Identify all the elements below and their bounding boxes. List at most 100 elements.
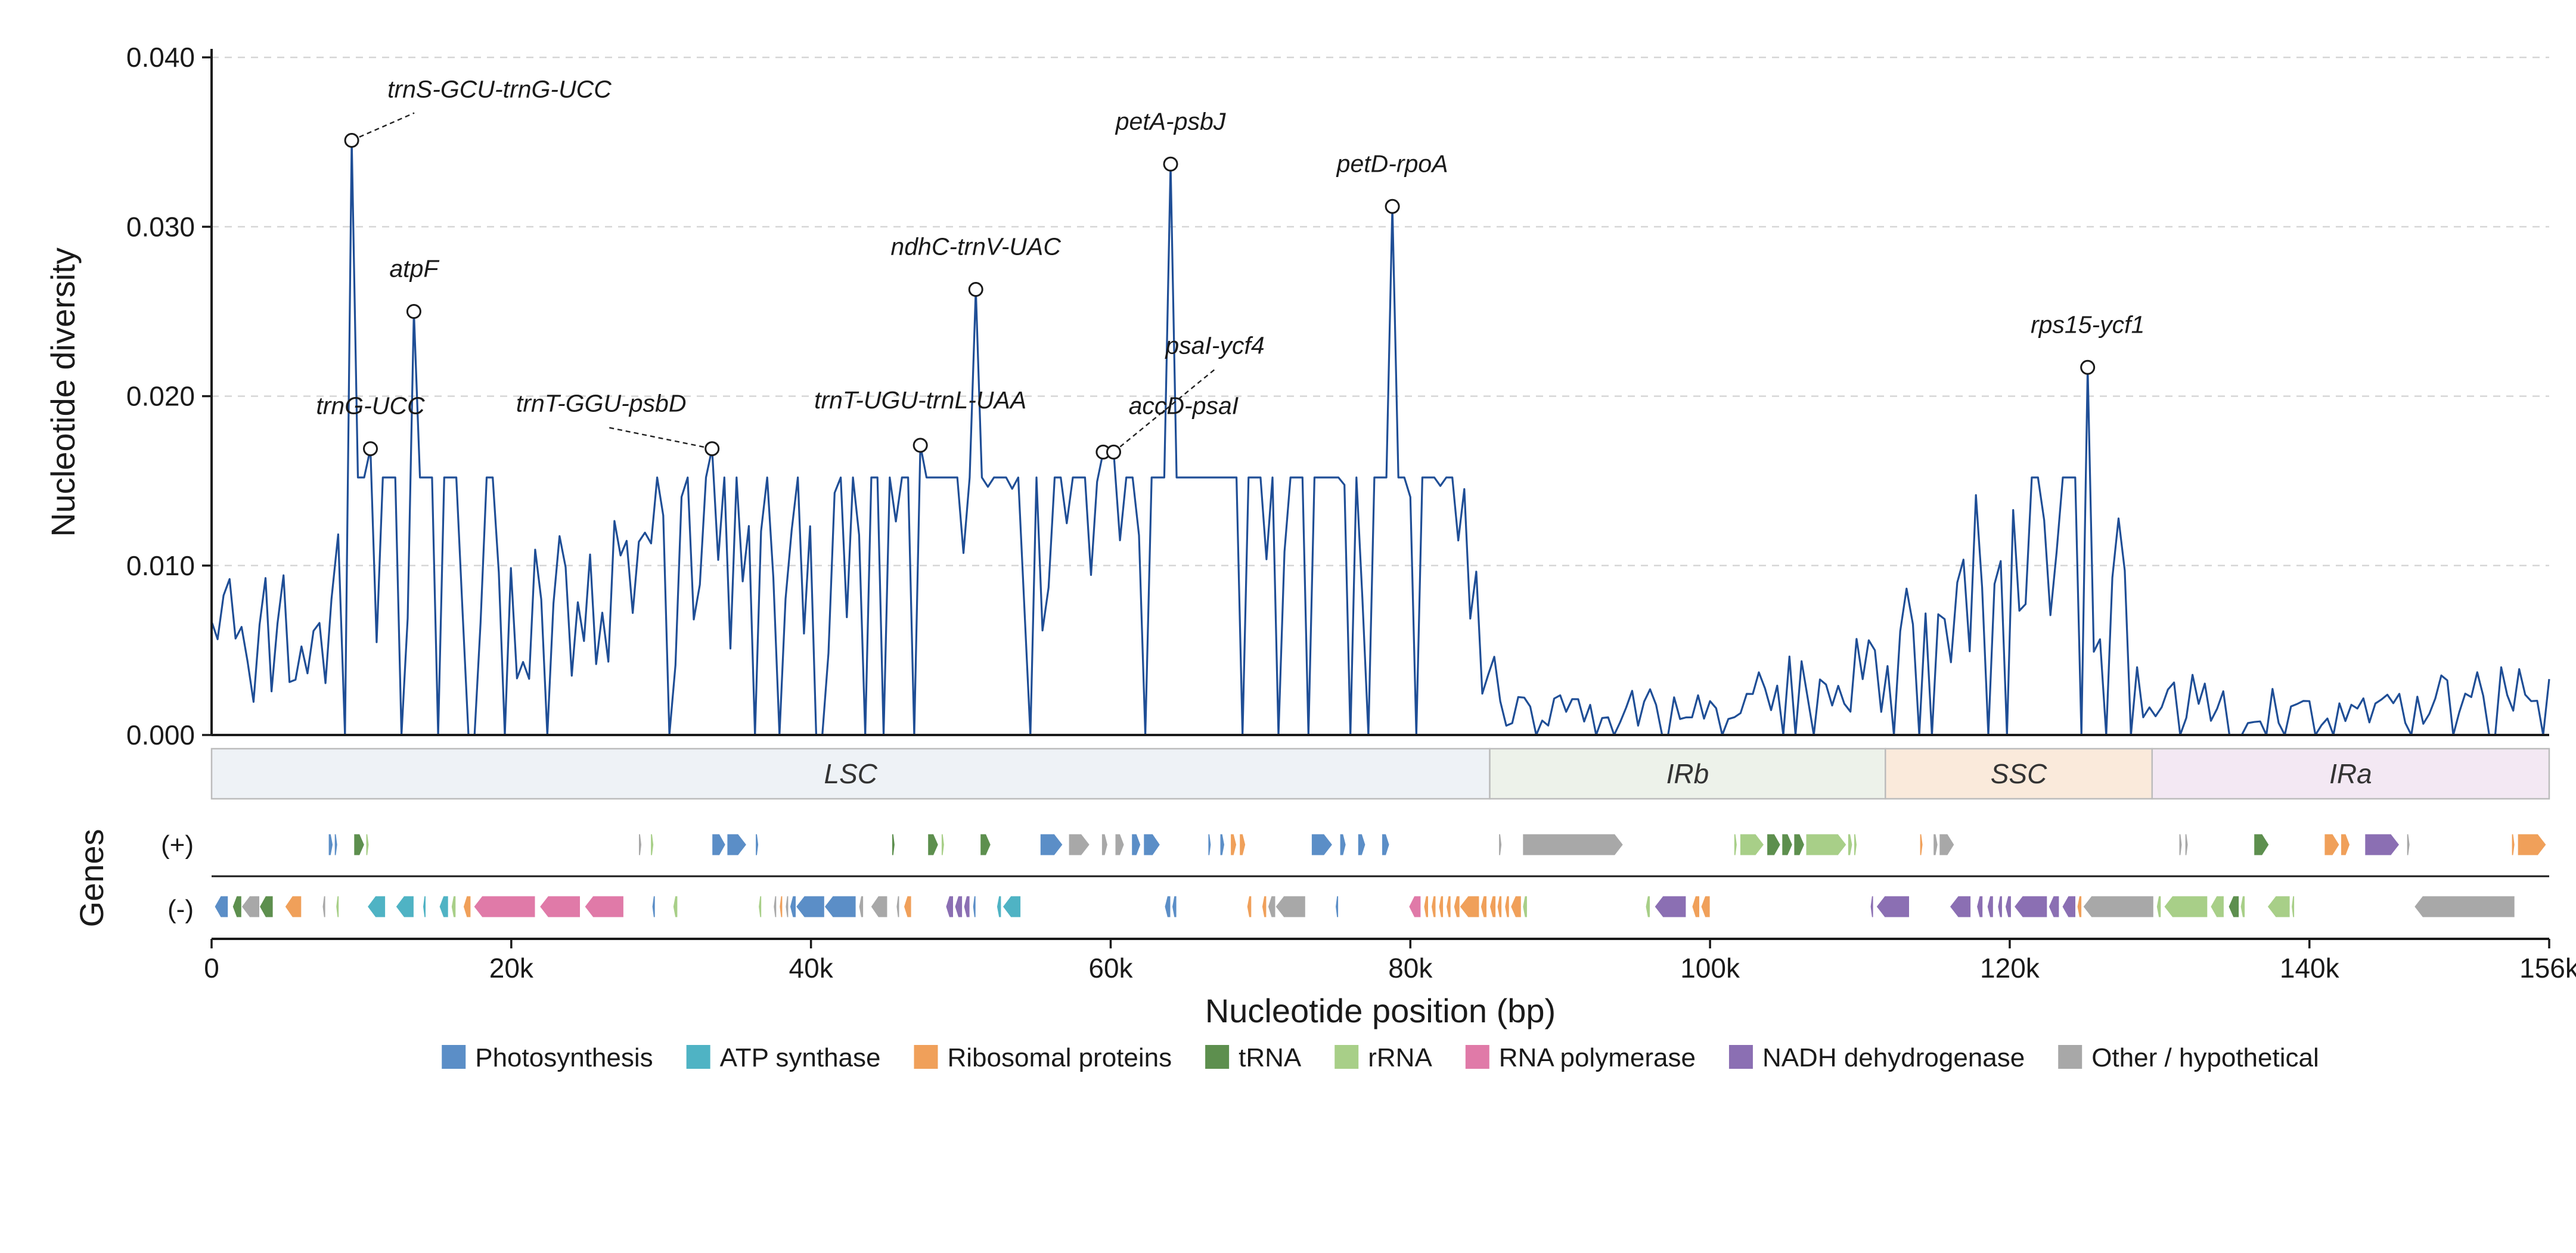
- gene-arrow: [1143, 833, 1161, 856]
- peak-label: trnS-GCU-trnG-UCC: [387, 75, 612, 103]
- peak-leader-line: [607, 426, 712, 449]
- peak-marker: [362, 441, 378, 457]
- gene-arrow: [1408, 895, 1422, 918]
- legend-label: RNA polymerase: [1499, 1043, 1696, 1072]
- peak-annotations: trnS-GCU-trnG-UCC trnG-UCC atpF trnT-GGU-ps…: [316, 75, 2144, 460]
- peak-marker: [1106, 444, 1121, 460]
- legend-swatch: [1728, 1045, 1753, 1069]
- region-label: IRb: [1666, 758, 1709, 789]
- gene-arrow: [1793, 833, 1805, 856]
- peak-marker: [913, 438, 928, 453]
- peak-marker: [2080, 359, 2096, 375]
- gene-arrow: [2048, 895, 2060, 918]
- gene-arrow: [1446, 895, 1451, 918]
- gene-arrow: [1430, 895, 1436, 918]
- peak-label: petD-rpoA: [1336, 150, 1448, 177]
- gene-arrow: [2267, 895, 2291, 918]
- gene-arrow: [451, 895, 457, 918]
- gene-arrow: [980, 833, 991, 856]
- gene-arrow: [903, 895, 912, 918]
- x-tick-label: 0: [204, 953, 219, 984]
- peak-marker: [1163, 156, 1178, 172]
- peak-label: atpF: [389, 255, 439, 283]
- gene-arrow: [2364, 833, 2400, 856]
- y-axis-ticks: 0.000 0.010 0.020 0.030 0.040: [126, 42, 212, 750]
- gene-arrow: [214, 895, 229, 918]
- gene-arrow: [2341, 833, 2351, 856]
- gene-arrow: [439, 895, 449, 918]
- gene-arrow: [795, 895, 825, 918]
- gene-arrow: [1692, 895, 1700, 918]
- peak-label: trnT-GGU-psbD: [516, 390, 687, 417]
- region-label: LSC: [824, 758, 878, 789]
- legend-label: tRNA: [1239, 1043, 1302, 1072]
- gene-arrow: [1504, 895, 1510, 918]
- peak-label: accD-psaI: [1129, 392, 1239, 419]
- peak-leader-line: [1113, 368, 1216, 453]
- gene-arrow: [1767, 833, 1781, 856]
- region-block: [1885, 748, 2153, 800]
- y-axis-title: Nucleotide diversity: [44, 247, 82, 537]
- gene-arrow: [2164, 895, 2208, 918]
- region-block: [1489, 748, 1886, 800]
- gene-arrow: [996, 895, 1002, 918]
- x-axis-ticks: 0 20k 40k 60k 80k 100k 120k 140k 156k: [204, 939, 2576, 984]
- gene-arrow: [322, 895, 326, 918]
- gene-arrow: [1645, 895, 1650, 918]
- gene-arrow: [972, 895, 976, 918]
- minus-strand-label: (-): [167, 895, 194, 924]
- plus-strand-label: (+): [161, 830, 194, 860]
- gene-arrow: [2511, 833, 2515, 856]
- gene-arrow: [1261, 895, 1267, 918]
- gene-arrow: [785, 895, 789, 918]
- x-tick-label: 156k: [2519, 953, 2576, 984]
- x-tick-label: 20k: [489, 953, 534, 984]
- peak-label: trnT-UGU-trnL-UAA: [814, 386, 1026, 414]
- gene-arrow: [422, 895, 426, 918]
- peak-leader-line: [351, 112, 415, 141]
- gene-arrow: [1246, 895, 1252, 918]
- gene-arrow: [353, 833, 365, 856]
- region-label: IRa: [2329, 758, 2372, 789]
- gene-arrow: [1498, 833, 1503, 856]
- gene-arrow: [1480, 895, 1487, 918]
- legend-label: rRNA: [1368, 1043, 1432, 1072]
- gene-arrow: [1522, 833, 1624, 856]
- gene-arrow: [1335, 895, 1339, 918]
- gene-arrow: [651, 895, 656, 918]
- gene-arrow: [2414, 895, 2515, 918]
- gene-arrow: [1311, 833, 1333, 856]
- peak-label: petA-psbJ: [1115, 107, 1226, 135]
- gene-arrow: [1497, 895, 1503, 918]
- gene-arrow: [1453, 895, 1460, 918]
- gene-arrow: [858, 895, 864, 918]
- y-tick-label: 0.030: [126, 211, 195, 242]
- gene-arrow: [539, 895, 581, 918]
- legend-swatch: [1205, 1045, 1230, 1069]
- plot-area: 0.000 0.010 0.020 0.030 0.040 trnS-GCU-trnG-…: [44, 42, 2550, 750]
- peak-marker: [704, 441, 720, 457]
- gene-arrow: [773, 895, 777, 918]
- gene-arrow: [2240, 895, 2246, 918]
- peak-marker: [1385, 199, 1400, 214]
- gene-arrow: [789, 895, 796, 918]
- gene-arrow: [1115, 833, 1125, 856]
- gene-arrow: [473, 895, 536, 918]
- gene-arrow: [1275, 895, 1306, 918]
- gene-arrow: [2254, 833, 2270, 856]
- gene-arrow: [954, 895, 963, 918]
- legend-swatch: [2058, 1045, 2082, 1069]
- gene-arrow: [1997, 895, 2003, 918]
- gene-arrow: [1101, 833, 1108, 856]
- legend-label: ATP synthase: [720, 1043, 881, 1072]
- legend-label: Photosynthesis: [475, 1043, 653, 1072]
- peak-label: psaI-ycf4: [1164, 331, 1264, 359]
- gene-arrow: [638, 833, 643, 856]
- gene-arrow: [2324, 833, 2340, 856]
- gene-arrow: [367, 895, 386, 918]
- gene-arrow: [1230, 833, 1237, 856]
- gene-arrow: [1739, 833, 1765, 856]
- gene-arrow: [712, 833, 726, 856]
- gene-arrow: [336, 895, 340, 918]
- gene-arrow: [1039, 833, 1063, 856]
